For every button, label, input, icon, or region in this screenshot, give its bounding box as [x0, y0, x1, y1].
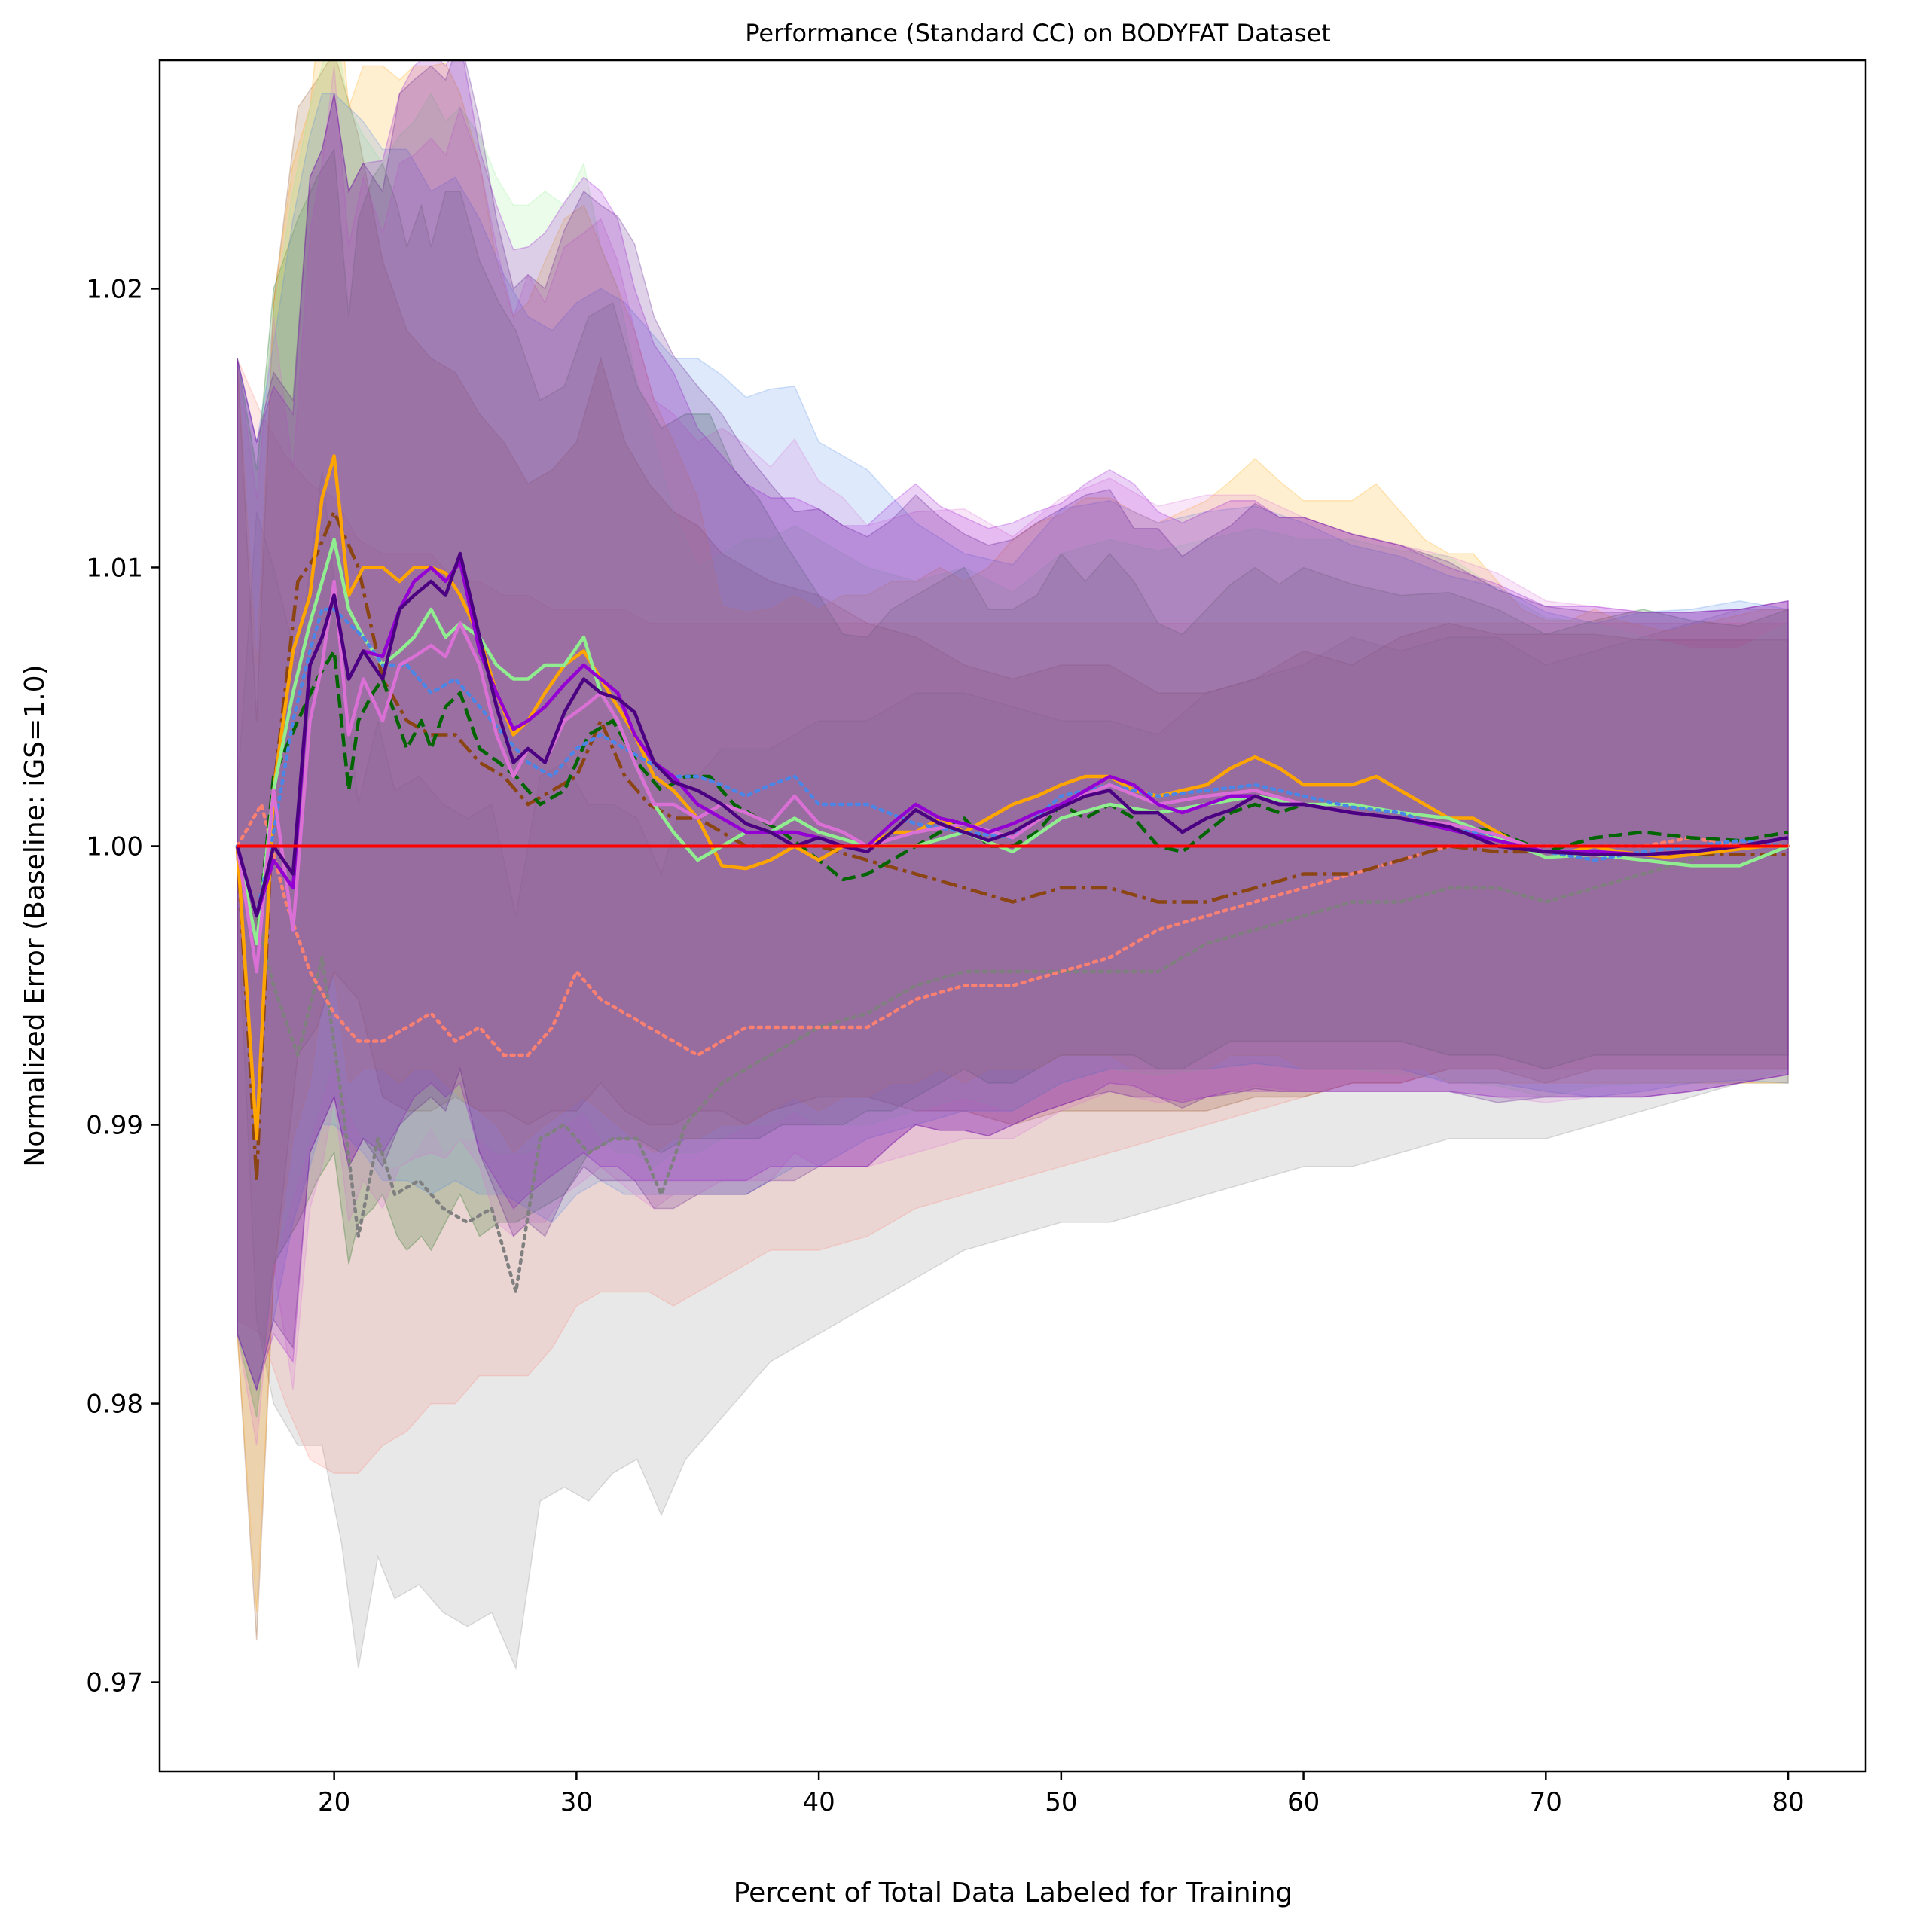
y-tick-label: 1.01: [86, 553, 143, 583]
x-axis-title: Percent of Total Data Labeled for Traini…: [734, 1878, 1293, 1908]
y-tick-label: 0.98: [86, 1390, 143, 1420]
confidence-band-2: [237, 358, 1789, 1474]
confidence-band-1: [237, 469, 1789, 1670]
series-line-7: [235, 607, 1790, 918]
y-axis: 0.97 0.98 0.99 1.00 1.01 1.02: [86, 274, 160, 1698]
y-tick-label: 1.02: [86, 274, 143, 304]
x-tick-label: 30: [560, 1787, 593, 1817]
x-tick-label: 80: [1772, 1787, 1804, 1817]
confidence-band-8: [237, 66, 1789, 1446]
x-tick-label: 50: [1045, 1787, 1077, 1817]
confidence-band-9: [237, 60, 1789, 1392]
series-line-2: [235, 802, 1790, 1057]
x-tick-label: 60: [1287, 1787, 1320, 1817]
chart-title: Performance (Standard CC) on BODYFAT Dat…: [745, 19, 1330, 47]
confidence-band-10: [237, 60, 1789, 1392]
series-line-1: [235, 844, 1790, 1294]
confidence-band-7: [237, 93, 1789, 1392]
x-tick-label: 70: [1530, 1787, 1562, 1817]
x-axis: 20 30 40 50 60 70 80: [318, 1771, 1805, 1817]
y-axis-title: Normalized Error (Baseline: iGS=1.0): [20, 664, 50, 1167]
confidence-band-4: [237, 148, 1789, 1418]
confidence-band-6: [237, 60, 1789, 1418]
y-tick-label: 1.00: [86, 831, 143, 862]
y-tick-label: 0.99: [86, 1111, 143, 1141]
x-tick-label: 40: [802, 1787, 835, 1817]
plot-area-frame: [158, 59, 1867, 1773]
series-lines: [235, 454, 1790, 1294]
y-tick-label: 0.97: [86, 1668, 143, 1698]
x-tick-label: 20: [318, 1787, 350, 1817]
